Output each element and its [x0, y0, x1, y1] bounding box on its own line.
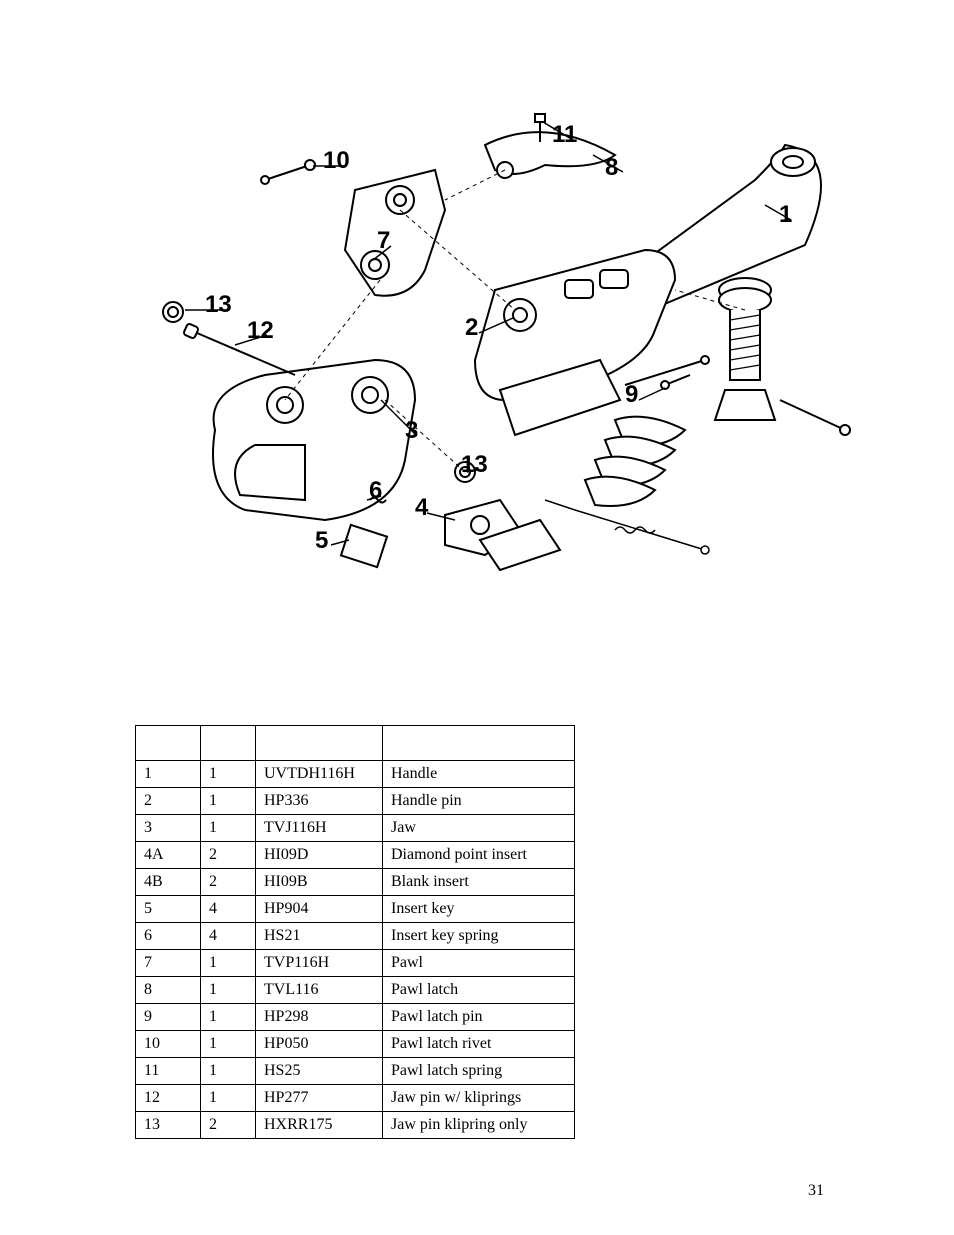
cell-part: TVL116	[256, 977, 383, 1004]
cell-item: 6	[136, 923, 201, 950]
table-row: 64HS21Insert key spring	[136, 923, 575, 950]
diagram-callout: 10	[323, 147, 350, 174]
cell-desc: Pawl	[383, 950, 575, 977]
diagram-svg: 11 10 8 1 7 13 12 2 9 3 13 6 4 5	[145, 100, 865, 590]
cell-item: 8	[136, 977, 201, 1004]
cell-desc: Handle	[383, 761, 575, 788]
cell-qty: 2	[201, 1112, 256, 1139]
cell-item: 4B	[136, 869, 201, 896]
table-row: 71TVP116HPawl	[136, 950, 575, 977]
cell-qty: 1	[201, 1004, 256, 1031]
col-header-part	[256, 726, 383, 761]
cell-part: HS25	[256, 1058, 383, 1085]
cell-qty: 1	[201, 977, 256, 1004]
diagram-callout: 11	[552, 121, 577, 148]
cell-item: 1	[136, 761, 201, 788]
cell-desc: Jaw pin klipring only	[383, 1112, 575, 1139]
cell-part: TVP116H	[256, 950, 383, 977]
table-row: 54HP904Insert key	[136, 896, 575, 923]
cell-part: HP050	[256, 1031, 383, 1058]
col-header-qty	[201, 726, 256, 761]
exploded-diagram: 11 10 8 1 7 13 12 2 9 3 13 6 4 5	[145, 100, 865, 590]
cell-item: 11	[136, 1058, 201, 1085]
cell-qty: 1	[201, 1058, 256, 1085]
col-header-item	[136, 726, 201, 761]
cell-desc: Pawl latch spring	[383, 1058, 575, 1085]
table-row: 31TVJ116HJaw	[136, 815, 575, 842]
page: 1110817131229313645 11UVTDH116HHandle21H…	[0, 0, 954, 1235]
table-row: 132HXRR175Jaw pin klipring only	[136, 1112, 575, 1139]
table-row: 11UVTDH116HHandle	[136, 761, 575, 788]
table-row: 81TVL116Pawl latch	[136, 977, 575, 1004]
table-row: 111HS25Pawl latch spring	[136, 1058, 575, 1085]
cell-desc: Jaw pin w/ kliprings	[383, 1085, 575, 1112]
table-row: 121HP277Jaw pin w/ kliprings	[136, 1085, 575, 1112]
page-number: 31	[808, 1182, 824, 1200]
diagram-callout: 9	[625, 381, 638, 408]
cell-qty: 1	[201, 1031, 256, 1058]
cell-item: 4A	[136, 842, 201, 869]
cell-part: HP336	[256, 788, 383, 815]
cell-item: 3	[136, 815, 201, 842]
cell-qty: 1	[201, 761, 256, 788]
table-row: 101HP050Pawl latch rivet	[136, 1031, 575, 1058]
diagram-callout: 8	[605, 154, 618, 181]
cell-desc: Blank insert	[383, 869, 575, 896]
diagram-callout: 3	[405, 417, 418, 444]
cell-desc: Handle pin	[383, 788, 575, 815]
diagram-callout: 4	[415, 494, 429, 521]
cell-qty: 2	[201, 869, 256, 896]
cell-qty: 4	[201, 923, 256, 950]
cell-qty: 4	[201, 896, 256, 923]
cell-part: HP904	[256, 896, 383, 923]
cell-qty: 1	[201, 815, 256, 842]
cell-part: HS21	[256, 923, 383, 950]
cell-desc: Insert key	[383, 896, 575, 923]
cell-item: 12	[136, 1085, 201, 1112]
cell-part: TVJ116H	[256, 815, 383, 842]
cell-item: 2	[136, 788, 201, 815]
diagram-callout: 5	[315, 527, 328, 554]
cell-desc: Insert key spring	[383, 923, 575, 950]
cell-desc: Pawl latch pin	[383, 1004, 575, 1031]
cell-item: 7	[136, 950, 201, 977]
cell-qty: 1	[201, 788, 256, 815]
diagram-callout: 6	[369, 477, 382, 504]
cell-desc: Jaw	[383, 815, 575, 842]
cell-part: HI09B	[256, 869, 383, 896]
diagram-callout: 13	[461, 451, 488, 478]
cell-desc: Pawl latch	[383, 977, 575, 1004]
cell-item: 13	[136, 1112, 201, 1139]
cell-qty: 1	[201, 950, 256, 977]
diagram-callout: 1	[779, 201, 792, 228]
table-header-row	[136, 726, 575, 761]
cell-desc: Diamond point insert	[383, 842, 575, 869]
parts-table: 11UVTDH116HHandle21HP336Handle pin31TVJ1…	[135, 725, 575, 1139]
cell-part: HI09D	[256, 842, 383, 869]
cell-item: 5	[136, 896, 201, 923]
col-header-desc	[383, 726, 575, 761]
cell-item: 9	[136, 1004, 201, 1031]
diagram-callout: 12	[247, 317, 274, 344]
diagram-callout: 7	[377, 227, 390, 254]
table-row: 4B2HI09BBlank insert	[136, 869, 575, 896]
diagram-callout: 2	[465, 314, 478, 341]
table-row: 91HP298Pawl latch pin	[136, 1004, 575, 1031]
cell-qty: 2	[201, 842, 256, 869]
diagram-callout: 13	[205, 291, 232, 318]
table-row: 21HP336Handle pin	[136, 788, 575, 815]
cell-desc: Pawl latch rivet	[383, 1031, 575, 1058]
cell-part: HP298	[256, 1004, 383, 1031]
cell-part: HP277	[256, 1085, 383, 1112]
cell-part: HXRR175	[256, 1112, 383, 1139]
cell-qty: 1	[201, 1085, 256, 1112]
cell-item: 10	[136, 1031, 201, 1058]
table-row: 4A2HI09DDiamond point insert	[136, 842, 575, 869]
cell-part: UVTDH116H	[256, 761, 383, 788]
